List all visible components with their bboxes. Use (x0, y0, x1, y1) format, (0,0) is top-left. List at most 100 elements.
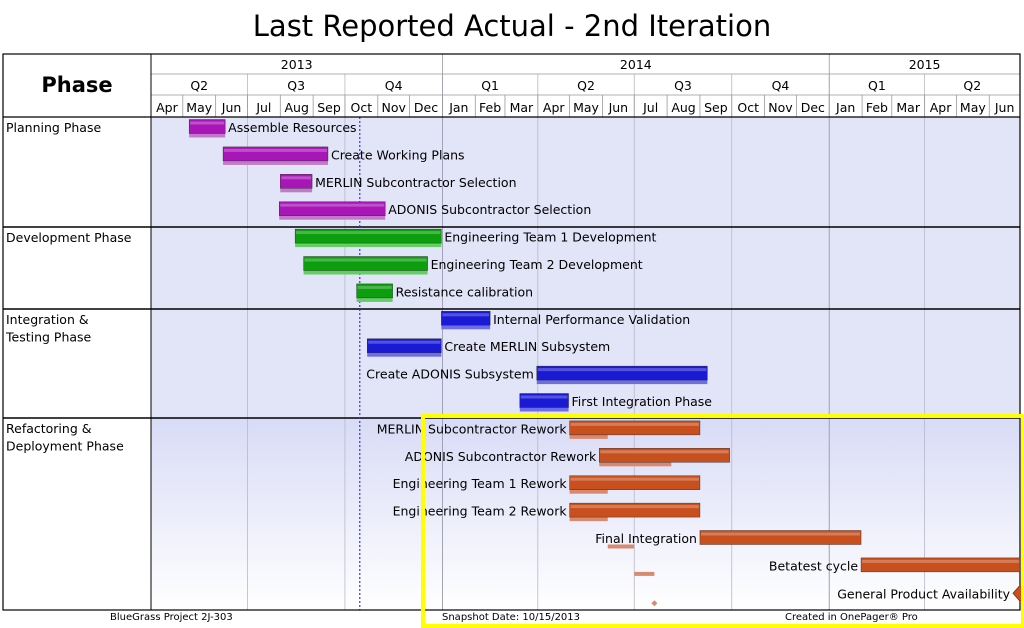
task-label: Engineering Team 1 Rework (393, 476, 568, 491)
month-label: Jan (835, 100, 855, 115)
year-label: 2014 (620, 57, 652, 72)
task-label: ADONIS Subcontractor Rework (405, 449, 597, 464)
task-label: First Integration Phase (572, 394, 713, 409)
task-bar (279, 201, 386, 216)
phase-header: Phase (41, 73, 112, 97)
quarter-label: Q3 (287, 78, 305, 93)
task-label: Betatest cycle (769, 558, 858, 573)
phase-name: Deployment Phase (6, 439, 124, 454)
year-label: 2015 (909, 57, 941, 72)
quarter-label: Q1 (481, 78, 499, 93)
task-bar (366, 338, 442, 353)
phase-name: Refactoring & (6, 421, 92, 436)
month-label: Aug (285, 100, 309, 115)
task-bar-shine (224, 148, 327, 152)
task-label: ADONIS Subcontractor Selection (388, 202, 591, 217)
task-bar-shine (520, 395, 568, 399)
task-bar-shine (537, 368, 707, 372)
task-label: Internal Performance Validation (493, 312, 690, 327)
task-bar-shine (442, 313, 490, 317)
quarter-label: Q2 (963, 78, 981, 93)
task-label: General Product Availability (837, 586, 1010, 601)
task-bar-shine (570, 505, 699, 509)
month-label: Dec (801, 100, 825, 115)
month-label: Dec (414, 100, 438, 115)
month-label: Oct (351, 100, 373, 115)
task-bar (599, 448, 730, 463)
month-label: Jun (608, 100, 629, 115)
footer-created: Created in OnePager® Pro (785, 612, 918, 623)
phase-name: Integration & (6, 312, 89, 327)
month-label: May (960, 100, 986, 115)
task-label: Engineering Team 1 Development (444, 230, 656, 245)
baseline-bar (441, 325, 491, 330)
task-bar-shine (357, 285, 392, 289)
task-bar (519, 393, 569, 408)
quarter-label: Q2 (190, 78, 208, 93)
baseline-bar (280, 188, 313, 193)
task-bar (699, 530, 862, 545)
month-label: Nov (381, 100, 406, 115)
baseline-bar (367, 352, 442, 357)
task-bar (441, 311, 491, 326)
task-bar (569, 420, 701, 436)
month-label: Feb (866, 100, 888, 115)
quarter-label: Q4 (385, 78, 403, 93)
month-label: Sep (704, 100, 728, 115)
quarter-label: Q3 (674, 78, 692, 93)
task-bar (188, 119, 226, 134)
task-label: Create ADONIS Subsystem (366, 367, 533, 382)
task-label: Final Integration (595, 531, 697, 546)
baseline-bar (536, 380, 708, 385)
baseline-bar (356, 297, 393, 302)
task-bar (356, 283, 393, 299)
baseline-bar (607, 544, 635, 549)
baseline-bar (569, 489, 608, 494)
task-bar-shine (368, 340, 441, 344)
task-label: MERLIN Subcontractor Rework (377, 421, 568, 436)
task-bar (280, 174, 313, 189)
month-label: Mar (896, 100, 920, 115)
baseline-bar (634, 571, 655, 576)
task-label: Create Working Plans (331, 147, 465, 162)
task-bar (569, 502, 701, 518)
task-label: MERLIN Subcontractor Selection (315, 175, 516, 190)
month-label: Apr (543, 100, 565, 115)
task-bar-shine (570, 422, 699, 426)
chart-frame (2, 53, 1021, 611)
task-bar (536, 365, 708, 381)
task-label: Assemble Resources (228, 120, 356, 135)
month-label: May (186, 100, 212, 115)
footer-snapshot: Snapshot Date: 10/15/2013 (442, 612, 581, 623)
phase-name: Testing Phase (5, 330, 92, 345)
task-bar-shine (296, 231, 441, 235)
task-bar-shine (280, 203, 385, 207)
baseline-bar (599, 462, 672, 467)
task-bar (860, 557, 1021, 573)
task-label: Create MERLIN Subsystem (444, 339, 610, 354)
baseline-milestone (651, 600, 658, 607)
task-bar-shine (304, 258, 427, 262)
task-bar-shine (600, 450, 729, 454)
month-label: May (573, 100, 599, 115)
month-label: Aug (671, 100, 695, 115)
quarter-label: Q4 (772, 78, 790, 93)
task-label: Resistance calibration (396, 284, 534, 299)
task-bar (222, 146, 329, 162)
month-label: Sep (317, 100, 341, 115)
baseline-bar (569, 434, 608, 439)
month-label: Jul (255, 100, 271, 115)
month-label: Mar (510, 100, 534, 115)
task-label: Engineering Team 2 Development (431, 257, 643, 272)
quarter-label: Q1 (868, 78, 886, 93)
phase-name: Development Phase (6, 230, 132, 245)
baseline-bar (279, 215, 386, 220)
baseline-bar (223, 160, 328, 165)
month-label: Jun (994, 100, 1015, 115)
baseline-bar (189, 133, 226, 138)
baseline-bar (295, 243, 442, 248)
task-bar (569, 475, 701, 490)
month-label: Nov (768, 100, 793, 115)
year-label: 2013 (281, 57, 313, 72)
